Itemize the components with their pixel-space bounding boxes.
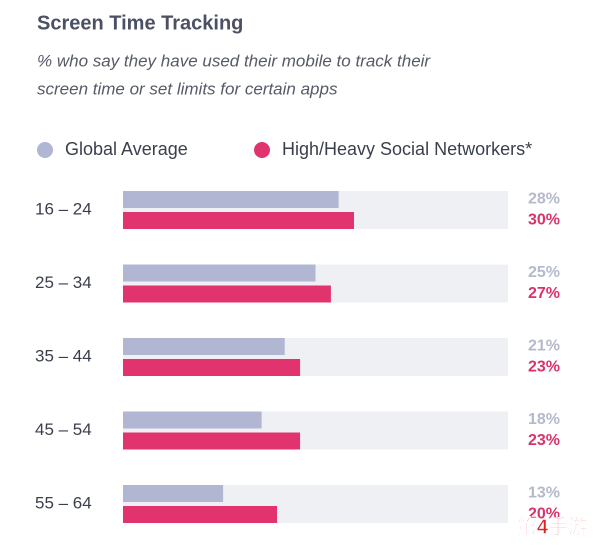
legend-label: High/Heavy Social Networkers*: [282, 139, 532, 159]
legend-label: Global Average: [65, 139, 188, 159]
y-tick-label: 55 – 64: [35, 493, 92, 512]
watermark: 第4手游: [517, 514, 588, 538]
chart-subtitle: screen time or set limits for certain ap…: [37, 79, 338, 98]
bar: [123, 506, 277, 523]
chart-title: Screen Time Tracking: [37, 12, 243, 34]
legend-swatch: [254, 142, 270, 158]
value-label: 28%: [528, 191, 560, 208]
bar: [123, 485, 224, 502]
bar: [123, 338, 285, 355]
value-label: 30%: [528, 212, 560, 229]
value-label: 18%: [528, 411, 560, 428]
value-label: 20%: [528, 506, 560, 523]
bar: [123, 285, 331, 303]
value-label: 23%: [528, 359, 560, 376]
bar: [123, 212, 354, 229]
y-tick-label: 35 – 44: [35, 346, 92, 365]
bar: [123, 359, 301, 376]
value-label: 13%: [528, 485, 560, 502]
chart-subtitle: % who say they have used their mobile to…: [37, 51, 431, 70]
value-label: 21%: [528, 338, 560, 355]
bar: [123, 191, 339, 208]
value-label: 27%: [528, 285, 560, 302]
bar: [123, 264, 316, 282]
bar: [123, 411, 262, 429]
y-tick-label: 45 – 54: [35, 420, 92, 439]
y-tick-label: 25 – 34: [35, 273, 92, 292]
value-label: 23%: [528, 432, 560, 449]
bar: [123, 432, 301, 450]
y-tick-label: 16 – 24: [35, 199, 92, 218]
value-label: 25%: [528, 264, 560, 281]
legend-swatch: [37, 142, 53, 158]
